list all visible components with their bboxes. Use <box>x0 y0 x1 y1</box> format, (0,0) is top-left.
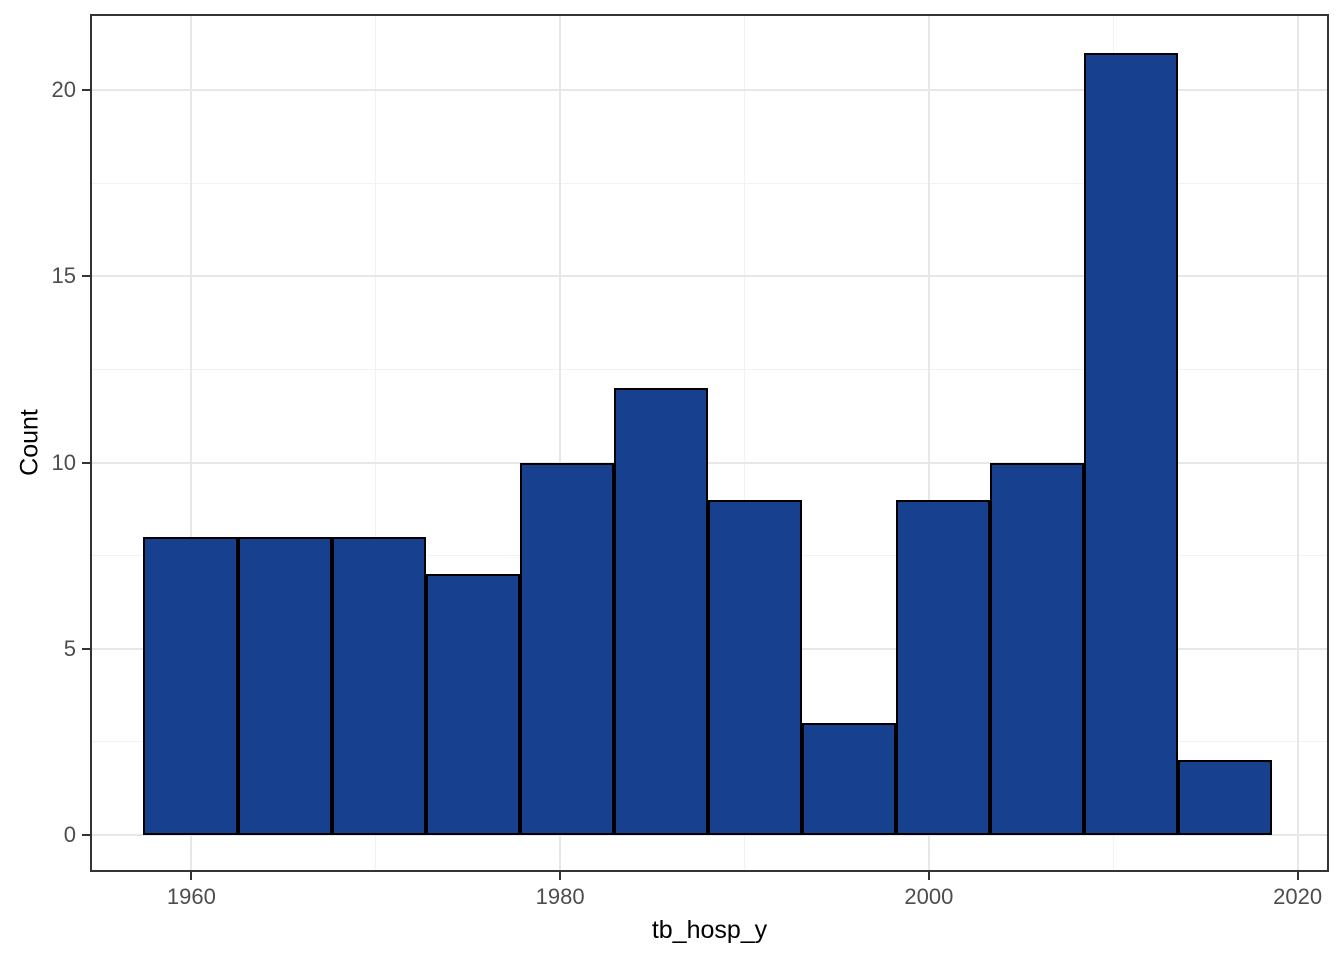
histogram-bar <box>989 462 1084 835</box>
grid-minor-y <box>90 368 1329 370</box>
grid-minor-x <box>744 14 746 872</box>
histogram-bar <box>237 536 332 835</box>
histogram-bar <box>613 388 708 835</box>
histogram-bar <box>425 574 520 835</box>
grid-major-x <box>927 14 930 872</box>
y-tick <box>82 647 90 650</box>
y-tick <box>82 461 90 464</box>
y-axis-title: Count <box>15 409 44 476</box>
grid-minor-x <box>375 14 377 872</box>
x-tick-label: 2000 <box>904 884 954 909</box>
x-tick <box>559 872 562 880</box>
x-tick <box>1296 872 1299 880</box>
grid-major-y <box>90 461 1329 464</box>
histogram-bar <box>331 536 426 835</box>
grid-major-x <box>190 14 193 872</box>
histogram-bar <box>519 462 614 835</box>
histogram-bar <box>895 499 990 835</box>
histogram-bar <box>143 536 238 835</box>
x-tick <box>190 872 193 880</box>
grid-minor-y <box>90 182 1329 184</box>
grid-major-y <box>90 833 1329 836</box>
grid-major-x <box>1296 14 1299 872</box>
y-tick <box>82 275 90 278</box>
y-tick-label: 5 <box>63 635 76 661</box>
histogram-bar <box>801 723 896 835</box>
histogram-bar <box>1083 53 1178 835</box>
histogram-bar <box>1177 760 1272 835</box>
y-tick <box>82 833 90 836</box>
y-tick <box>82 89 90 92</box>
histogram-bar <box>707 499 802 835</box>
grid-major-y <box>90 275 1329 278</box>
y-tick-label: 10 <box>51 449 76 475</box>
y-tick-label: 15 <box>51 263 76 289</box>
grid-major-y <box>90 89 1329 92</box>
y-tick-label: 20 <box>51 77 76 103</box>
y-tick-label: 0 <box>63 821 76 847</box>
x-axis-title: tb_hosp_y <box>651 916 768 944</box>
x-tick-label: 1980 <box>535 884 585 909</box>
x-tick-label: 2020 <box>1273 884 1323 909</box>
x-tick-label: 1960 <box>166 884 216 909</box>
grid-major-x <box>559 14 562 872</box>
x-tick <box>927 872 930 880</box>
